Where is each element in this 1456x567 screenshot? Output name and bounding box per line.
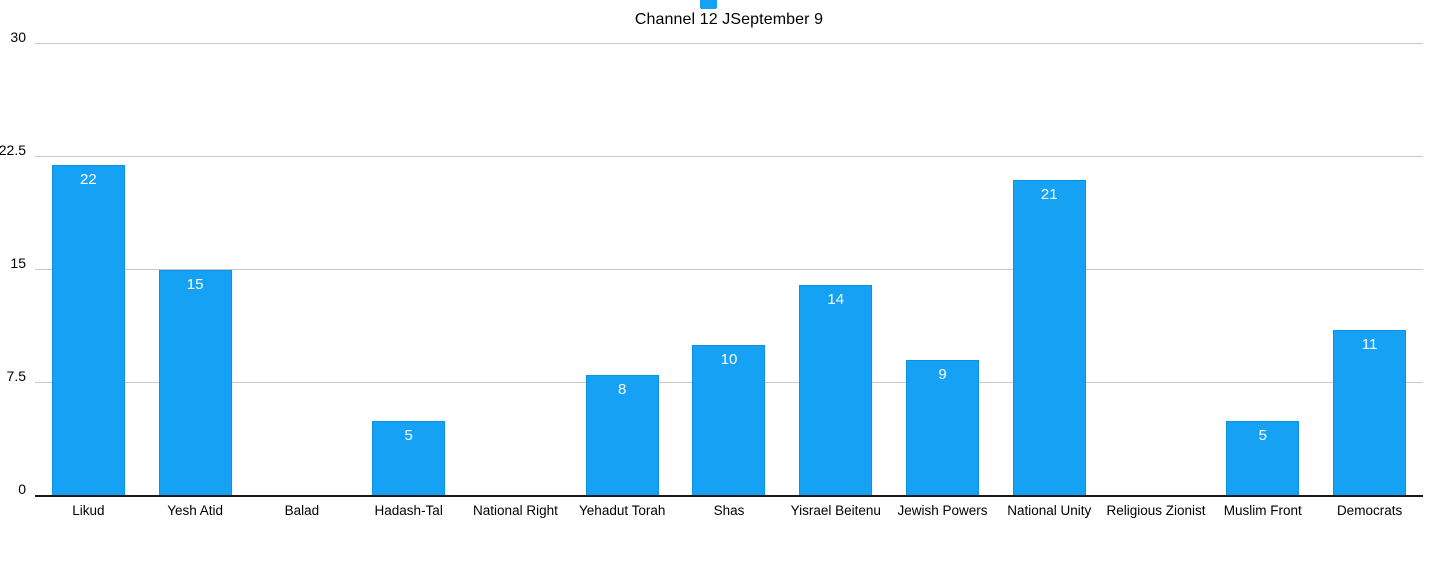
bar-slot bbox=[249, 44, 356, 496]
bar-slot: 22 bbox=[35, 44, 142, 496]
bar: 9 bbox=[906, 360, 979, 496]
y-tick-label: 15 bbox=[10, 255, 26, 271]
bar: 5 bbox=[1226, 420, 1300, 496]
bar-value-label: 22 bbox=[80, 170, 97, 188]
gridline bbox=[35, 156, 1423, 157]
bar: 22 bbox=[51, 164, 125, 496]
bar-slot: 14 bbox=[782, 44, 889, 496]
bar: 11 bbox=[1333, 330, 1407, 496]
x-tick-label: Muslim Front bbox=[1223, 503, 1302, 518]
bar: 14 bbox=[799, 285, 873, 496]
x-tick-label: Likud bbox=[72, 503, 105, 518]
x-tick-label: Balad bbox=[284, 503, 320, 518]
bar: 8 bbox=[585, 375, 659, 496]
bar-slot bbox=[1103, 44, 1210, 496]
x-tick-label: Jewish Powers bbox=[897, 503, 988, 518]
bar: 21 bbox=[1012, 179, 1086, 496]
bar-value-label: 14 bbox=[827, 291, 845, 309]
bar: 15 bbox=[158, 270, 232, 496]
bar-slot: 9 bbox=[889, 44, 996, 496]
bar: 10 bbox=[692, 345, 766, 496]
gridline bbox=[35, 269, 1423, 270]
x-tick-label: National Unity bbox=[1007, 503, 1092, 518]
x-tick-label: Yehadut Torah bbox=[579, 503, 666, 518]
x-tick-label: National Right bbox=[473, 503, 558, 518]
y-tick-label: 7.5 bbox=[6, 368, 26, 384]
x-tick-label: Religious Zionist bbox=[1106, 503, 1206, 518]
bar-value-label: 21 bbox=[1040, 185, 1058, 203]
chart-title: Channel 12 JSeptember 9 bbox=[634, 11, 824, 28]
gridline bbox=[35, 43, 1423, 44]
y-tick-label: 22.5 bbox=[0, 142, 26, 158]
x-tick-label: Democrats bbox=[1336, 503, 1403, 518]
bar-slot bbox=[462, 44, 569, 496]
bar-value-label: 10 bbox=[720, 351, 738, 369]
x-axis-line bbox=[35, 495, 1423, 497]
bar-slot: 5 bbox=[355, 44, 462, 496]
bar-slot: 21 bbox=[996, 44, 1103, 496]
x-tick-label: Yesh Atid bbox=[167, 503, 224, 518]
bar-value-label: 8 bbox=[618, 381, 627, 399]
bars-row: 22 15 5 8 10 14 9 21 5 11 bbox=[35, 44, 1423, 496]
bar-value-label: 5 bbox=[1258, 426, 1267, 444]
bar-value-label: 15 bbox=[186, 276, 204, 293]
legend-swatch bbox=[700, 0, 717, 9]
bar-slot: 15 bbox=[142, 44, 249, 496]
bar-slot: 5 bbox=[1209, 44, 1316, 496]
x-tick-label: Hadash-Tal bbox=[374, 503, 443, 518]
y-tick-label: 30 bbox=[10, 29, 26, 45]
x-tick-label: Shas bbox=[713, 503, 745, 518]
plot-area: 22 15 5 8 10 14 9 21 5 11 bbox=[35, 43, 1423, 497]
x-tick-label: Yisrael Beitenu bbox=[790, 503, 881, 518]
bar-slot: 11 bbox=[1316, 44, 1423, 496]
bar-value-label: 11 bbox=[1361, 336, 1378, 354]
y-axis: 0 7.5 15 22.5 30 bbox=[0, 29, 26, 497]
bar: 5 bbox=[372, 420, 446, 496]
x-axis: Likud Yesh Atid Balad Hadash-Tal National Ri… bbox=[35, 503, 1423, 518]
bar-value-label: 9 bbox=[938, 366, 947, 384]
bar-value-label: 5 bbox=[404, 426, 413, 444]
bar-slot: 8 bbox=[569, 44, 676, 496]
bar-slot: 10 bbox=[676, 44, 783, 496]
y-tick-label: 0 bbox=[18, 481, 26, 497]
